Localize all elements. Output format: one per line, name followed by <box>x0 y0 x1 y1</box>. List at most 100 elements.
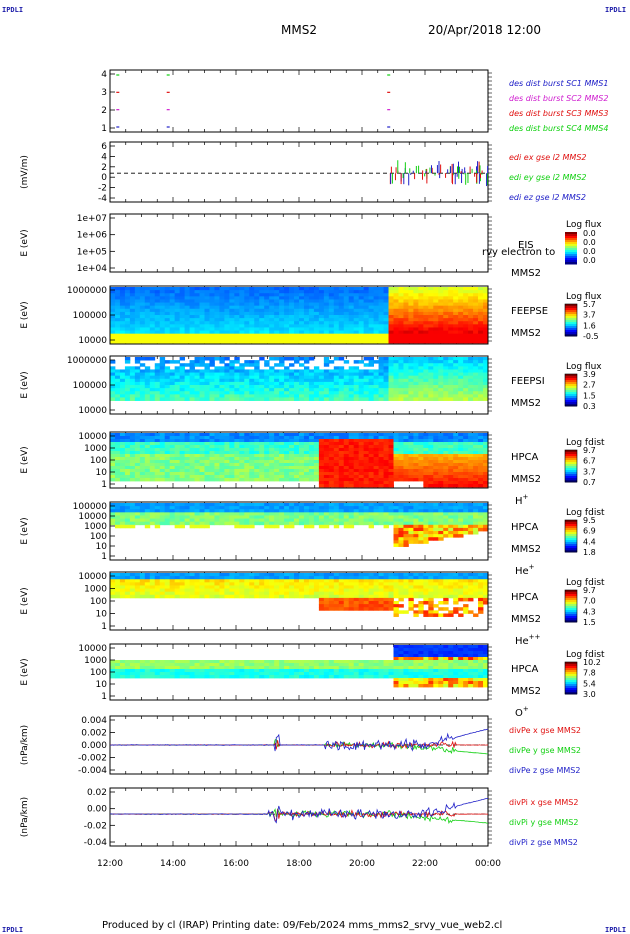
spectrogram-cell <box>144 311 151 316</box>
spectrogram-cell <box>184 324 190 328</box>
spectrogram-cell <box>139 308 146 313</box>
spectrogram-cell <box>169 457 176 461</box>
spectrogram-cell <box>473 369 479 373</box>
spectrogram-cell <box>114 397 121 401</box>
spectrogram-cell <box>124 433 131 437</box>
spectrogram-cell <box>110 451 116 455</box>
spectrogram-cell <box>428 454 434 458</box>
spectrogram-cell <box>418 311 424 316</box>
spectrogram-cell <box>408 478 414 482</box>
spectrogram-cell <box>428 442 434 446</box>
spectrogram-cell <box>139 299 146 303</box>
spectrogram-cell <box>473 385 479 389</box>
spectrogram-cell <box>383 397 389 401</box>
spectrogram-cell <box>378 388 384 392</box>
y-axis-label: E (eV) <box>20 517 30 544</box>
spectrogram-cell <box>378 287 384 291</box>
spectrogram-cell <box>239 311 245 316</box>
spectrogram-cell <box>448 381 454 386</box>
spectrogram-cell <box>154 378 161 383</box>
spectrogram-cell <box>418 357 424 361</box>
spectrogram-cell <box>453 451 459 455</box>
spectrogram-cell <box>473 466 479 470</box>
spectrogram-cell <box>363 512 370 516</box>
spectrogram-cell <box>448 448 454 452</box>
spectrogram-cell <box>468 463 474 467</box>
spectrogram-cell <box>323 369 330 373</box>
spectrogram-cell <box>463 433 469 437</box>
spectrogram-cell <box>438 311 444 316</box>
spectrogram-cell <box>214 381 220 386</box>
spectrogram-cell <box>274 333 280 338</box>
spectrogram-cell <box>458 315 464 319</box>
spectrogram-cell <box>284 357 290 361</box>
spectrogram-cell <box>204 324 210 328</box>
spectrogram-cell <box>378 296 384 300</box>
spectrogram-cell <box>463 512 469 516</box>
spectrogram-cell <box>468 324 474 328</box>
spectrogram-cell <box>144 457 151 461</box>
spectrogram-cell <box>124 290 131 294</box>
spectrogram-cell <box>110 333 116 338</box>
spectrogram-cell <box>194 388 200 392</box>
spectrogram-cell <box>333 515 340 519</box>
spectrogram-cell <box>303 433 310 437</box>
spectrogram-cell <box>299 466 305 470</box>
spectrogram-cell <box>159 454 166 458</box>
spectrogram-cell <box>134 454 141 458</box>
spectrogram-cell <box>378 327 384 331</box>
spectrogram-cell <box>333 481 340 485</box>
spectrogram-cell <box>289 503 295 507</box>
spectrogram-cell <box>274 433 280 437</box>
spectrogram-cell <box>468 394 474 398</box>
spectrogram-cell <box>144 290 151 294</box>
spectrogram-cell <box>353 469 360 473</box>
spectrogram-cell <box>373 394 379 398</box>
spectrogram-cell <box>378 463 384 467</box>
spectrogram-cell <box>110 308 116 313</box>
spectrogram-cell <box>343 302 350 307</box>
spectrogram-cell <box>224 463 230 467</box>
spectrogram-cell <box>219 448 225 452</box>
spectrogram-cell <box>463 333 469 338</box>
spectrogram-cell <box>239 472 245 476</box>
spectrogram-cell <box>408 327 414 331</box>
spectrogram-cell <box>289 518 295 523</box>
spectrogram-cell <box>423 324 429 328</box>
spectrogram-cell <box>244 308 250 313</box>
spectrogram-cell <box>124 385 131 389</box>
spectrogram-cell <box>284 512 290 516</box>
spectrogram-cell <box>448 445 454 449</box>
spectrogram-cell <box>403 305 409 310</box>
spectrogram-cell <box>269 433 275 437</box>
spectrogram-cell <box>373 436 379 440</box>
spectrogram-cell <box>443 287 449 291</box>
spectrogram-cell <box>348 330 355 335</box>
spectrogram-cell <box>159 445 166 449</box>
spectrogram-cell <box>239 296 245 300</box>
spectrogram-cell <box>368 518 375 523</box>
spectrogram-cell <box>134 366 141 370</box>
spectrogram-cell <box>234 333 240 338</box>
spectrogram-cell <box>264 391 270 395</box>
spectrogram-cell <box>164 378 171 383</box>
spectrogram-cell <box>318 478 325 482</box>
spectrogram-cell <box>308 397 315 401</box>
spectrogram-cell <box>179 515 186 519</box>
spectrogram-cell <box>313 457 320 461</box>
spectrogram-cell <box>139 315 146 319</box>
spectrogram-cell <box>378 385 384 389</box>
spectrogram-cell <box>333 369 340 373</box>
spectrogram-cell <box>428 315 434 319</box>
spectrogram-cell <box>149 442 156 446</box>
spectrogram-cell <box>433 475 439 479</box>
spectrogram-cell <box>483 448 489 452</box>
spectrogram-cell <box>114 518 121 523</box>
spectrogram-cell <box>313 397 320 401</box>
spectrogram-cell <box>289 457 295 461</box>
spectrogram-cell <box>418 475 424 479</box>
spectrogram-cell <box>139 327 146 331</box>
spectrogram-cell <box>224 385 230 389</box>
spectrogram-cell <box>383 475 389 479</box>
spectrogram-cell <box>234 381 240 386</box>
